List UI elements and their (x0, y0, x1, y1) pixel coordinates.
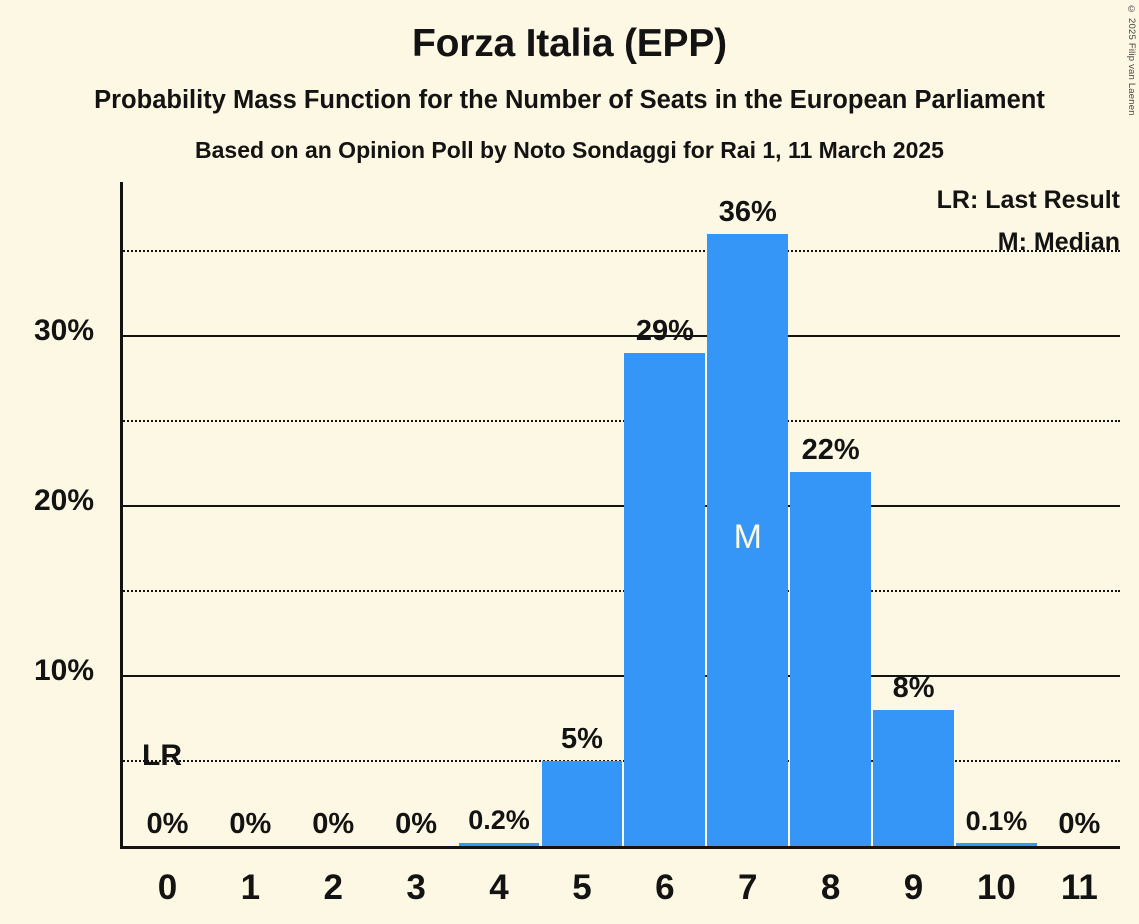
bar (707, 234, 789, 846)
gridline-major (120, 335, 1120, 337)
plot-area: 10% 20% 30% 0% 0% 0% 0% 0.2% 5% 29% 36% 22% 8% 0.1% 0… (34, 182, 1120, 849)
x-axis-line (120, 846, 1120, 849)
x-axis-tick-label: 5 (572, 868, 592, 907)
x-axis-tick-label: 7 (738, 868, 758, 907)
bar-value-label: 0.1% (965, 806, 1028, 837)
bar (956, 843, 1037, 846)
bar-value-label: 22% (801, 434, 860, 466)
x-axis-tick-label: 4 (489, 868, 509, 907)
bar (624, 353, 706, 846)
legend-last-result: LR: Last Result (936, 186, 1120, 214)
bar-value-label: 0% (395, 808, 438, 840)
y-axis-tick-label: 30% (33, 314, 94, 347)
bar-value-label: 0% (312, 808, 355, 840)
x-axis-tick-label: 1 (240, 868, 261, 907)
chart-source-subtitle: Based on an Opinion Poll by Noto Sondagg… (195, 137, 944, 163)
y-axis-line (120, 182, 123, 849)
x-axis-tick-label: 9 (903, 868, 924, 907)
median-marker: M (733, 518, 762, 556)
gridline-major (120, 505, 1120, 507)
bar-value-label: 0% (229, 808, 272, 840)
y-axis-tick-label: 10% (33, 654, 94, 687)
bar-value-label: 29% (635, 315, 694, 347)
x-axis-tick-label: 11 (1060, 868, 1098, 907)
bar-value-label: 8% (892, 672, 935, 704)
bar (790, 472, 872, 846)
last-result-marker: LR (142, 739, 182, 772)
bar (873, 710, 954, 846)
x-axis-tick-label: 8 (820, 868, 841, 907)
x-axis-tick-label: 10 (976, 868, 1016, 907)
chart-title: Forza Italia (EPP) (412, 22, 727, 65)
x-axis-tick-label: 2 (323, 868, 343, 907)
bar (458, 842, 540, 846)
y-axis-tick-label: 20% (33, 484, 94, 517)
copyright-notice: © 2025 Filip van Laenen (1126, 4, 1137, 116)
x-axis-tick-label: 3 (406, 868, 426, 907)
gridline-minor (120, 250, 1120, 252)
bar-value-label: 0% (146, 808, 189, 840)
bar (541, 761, 623, 846)
gridline-major (120, 675, 1120, 677)
bar-value-label: 0.2% (468, 804, 530, 835)
bar-value-label: 36% (718, 196, 777, 228)
bar-value-label: 0% (1058, 808, 1101, 840)
gridline-minor (120, 590, 1120, 592)
x-axis-tick-label: 0 (157, 868, 178, 907)
gridline-minor (120, 420, 1120, 422)
chart-subtitle: Probability Mass Function for the Number… (94, 86, 1045, 114)
x-axis-tick-label: 6 (655, 868, 675, 907)
bar-value-label: 5% (560, 723, 603, 755)
